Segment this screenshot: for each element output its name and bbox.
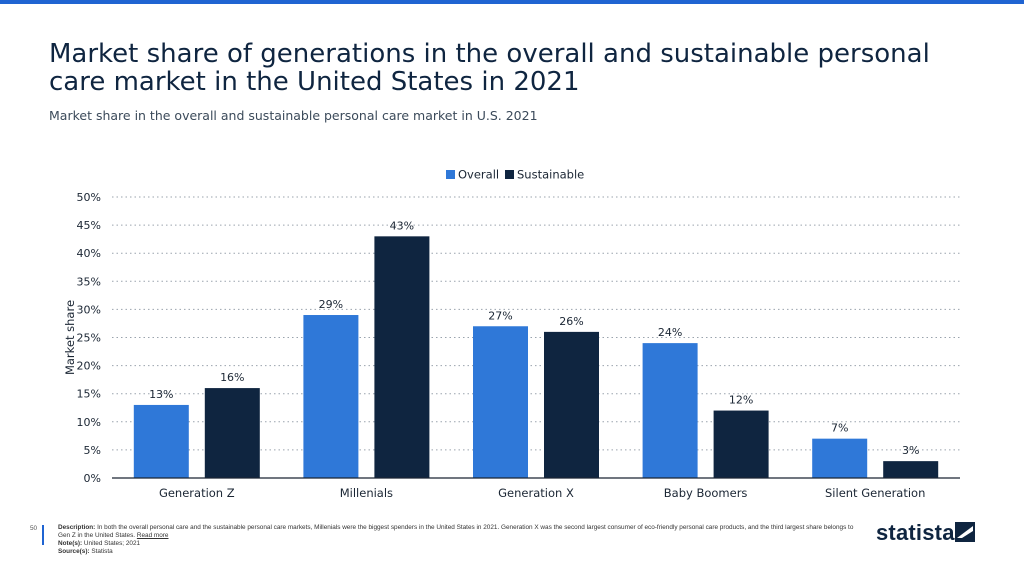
bar-overall-millenials	[303, 315, 359, 478]
bar-overall-generation-z	[133, 404, 189, 478]
bar-overall-baby-boomers	[642, 343, 698, 478]
data-label: 43%	[390, 219, 414, 232]
y-tick-label: 15%	[77, 388, 101, 401]
data-label: 27%	[488, 309, 512, 322]
top-accent-bar	[0, 0, 1024, 4]
y-tick-label: 0%	[84, 472, 101, 485]
data-label: 7%	[831, 422, 848, 435]
bar-sustainable-silent-generation	[883, 461, 939, 478]
source-text: Statista	[91, 548, 113, 555]
x-tick-label: Baby Boomers	[664, 486, 748, 500]
y-tick-label: 30%	[77, 303, 101, 316]
x-tick-label: Millenials	[340, 486, 393, 500]
statista-logo-icon	[955, 522, 975, 542]
legend-swatch-sustainable	[505, 170, 514, 179]
bar-sustainable-baby-boomers	[713, 410, 769, 478]
x-tick-label: Silent Generation	[825, 486, 925, 500]
bar-series: 13% 16% 29% 43% 27% 26% 24% 12% 7% 3%	[133, 219, 939, 478]
x-tick-label: Generation X	[498, 486, 574, 500]
data-label: 16%	[220, 371, 244, 384]
x-tick-label: Generation Z	[159, 486, 235, 500]
data-label: 26%	[559, 315, 583, 328]
page-title: Market share of generations in the overa…	[49, 39, 930, 97]
source-label: Source(s):	[58, 548, 90, 555]
bar-chart: Overall Sustainable 0% 5% 10% 15% 20% 25% 30% 35…	[63, 168, 960, 500]
y-tick-label: 35%	[77, 275, 101, 288]
legend-label-sustainable: Sustainable	[517, 168, 584, 182]
y-tick-label: 10%	[77, 416, 101, 429]
footer-accent-bar	[42, 525, 44, 545]
data-label: 12%	[729, 394, 753, 407]
bar-overall-silent-generation	[812, 438, 868, 478]
chart-legend[interactable]: Overall Sustainable	[446, 168, 584, 182]
y-tick-label: 45%	[77, 219, 101, 232]
legend-swatch-overall	[446, 170, 455, 179]
notes-label: Note(s):	[58, 540, 83, 547]
description-text: In both the overall personal care and th…	[58, 524, 854, 539]
page-number: 50	[30, 525, 38, 532]
description-label: Description:	[58, 524, 96, 531]
data-label: 13%	[149, 388, 173, 401]
x-axis: Generation Z Millenials Generation X Baby B…	[112, 477, 960, 500]
y-tick-label: 40%	[77, 247, 101, 260]
page-subtitle: Market share in the overall and sustaina…	[49, 108, 538, 123]
bar-overall-generation-x	[473, 326, 528, 478]
y-tick-label: 25%	[77, 332, 101, 345]
read-more-link[interactable]: Read more	[136, 532, 169, 539]
data-label: 29%	[319, 298, 343, 311]
y-tick-label: 50%	[77, 191, 101, 204]
y-axis-label: Market share	[63, 300, 77, 375]
y-tick-label: 20%	[77, 360, 101, 373]
notes-text: United States; 2021	[83, 540, 141, 547]
bar-sustainable-millenials	[374, 236, 430, 478]
bar-sustainable-generation-x	[544, 331, 599, 478]
bar-sustainable-generation-z	[204, 388, 260, 478]
legend-label-overall: Overall	[458, 168, 499, 182]
y-axis: 0% 5% 10% 15% 20% 25% 30% 35% 40% 45% 50% Market sh…	[63, 191, 101, 485]
y-tick-label: 5%	[84, 444, 101, 457]
chart-gridlines	[112, 196, 960, 451]
statista-logo[interactable]: statista	[876, 520, 955, 545]
data-label: 3%	[902, 444, 919, 457]
data-label: 24%	[658, 326, 682, 339]
